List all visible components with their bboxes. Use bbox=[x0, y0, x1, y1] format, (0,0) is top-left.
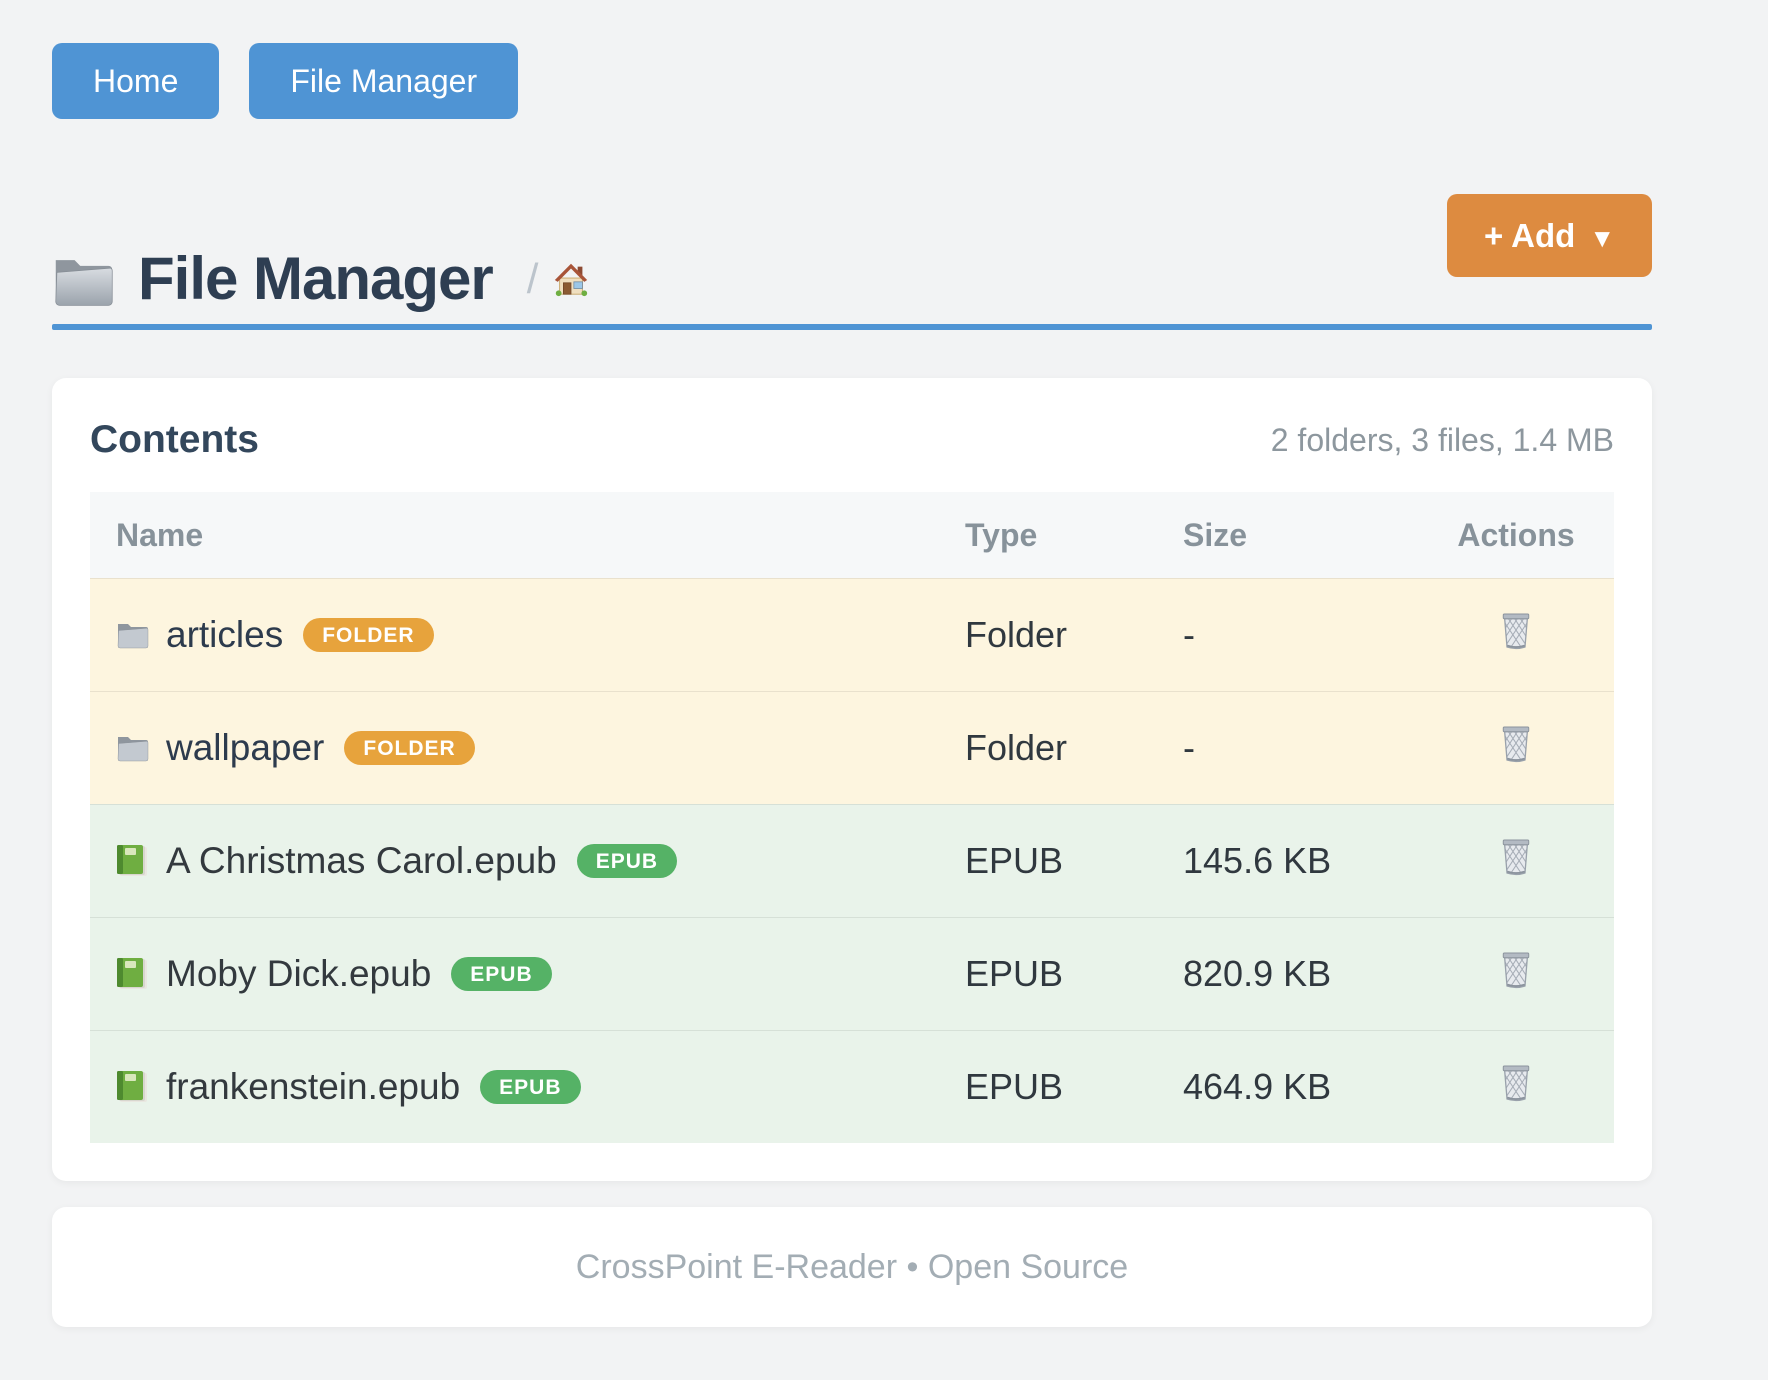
file-name[interactable]: articles bbox=[166, 614, 284, 655]
folder-icon bbox=[116, 618, 150, 652]
type-value: Folder bbox=[965, 614, 1068, 655]
page-container: Home File Manager File Manager / bbox=[52, 0, 1652, 1327]
green-book-icon bbox=[116, 957, 150, 991]
table-body: articles FOLDER Folder - bbox=[90, 578, 1614, 1143]
add-button-label: + Add bbox=[1483, 216, 1576, 254]
type-badge: FOLDER bbox=[344, 731, 475, 765]
column-header-actions: Actions bbox=[1457, 516, 1575, 553]
column-header-size: Size bbox=[1183, 516, 1248, 553]
table-row: articles FOLDER Folder - bbox=[90, 578, 1614, 691]
caret-down-icon: ▼ bbox=[1589, 222, 1616, 253]
table-header: Name Type Size Actions bbox=[90, 492, 1614, 578]
size-value: - bbox=[1183, 727, 1195, 768]
table-row: frankenstein.epub EPUB EPUB 464.9 KB bbox=[90, 1030, 1614, 1143]
type-value: EPUB bbox=[965, 953, 1064, 994]
contents-card: Contents 2 folders, 3 files, 1.4 MB Name… bbox=[52, 378, 1652, 1181]
home-button[interactable]: Home bbox=[52, 43, 220, 119]
type-badge: EPUB bbox=[451, 957, 552, 991]
breadcrumb-separator: / bbox=[526, 254, 539, 302]
file-name[interactable]: wallpaper bbox=[166, 727, 325, 768]
type-badge: EPUB bbox=[480, 1070, 581, 1104]
add-button[interactable]: + Add ▼ bbox=[1447, 194, 1652, 277]
size-value: 145.6 KB bbox=[1183, 840, 1332, 881]
top-nav: Home File Manager bbox=[52, 0, 1652, 119]
page-header: File Manager / + Add ▼ bbox=[52, 194, 1652, 313]
card-header: Contents 2 folders, 3 files, 1.4 MB bbox=[90, 418, 1614, 462]
trash-icon[interactable] bbox=[1499, 1063, 1533, 1103]
type-value: EPUB bbox=[965, 840, 1064, 881]
file-manager-button[interactable]: File Manager bbox=[249, 43, 519, 119]
column-header-name: Name bbox=[116, 516, 204, 553]
type-value: EPUB bbox=[965, 1066, 1064, 1107]
type-badge: FOLDER bbox=[303, 618, 434, 652]
trash-icon[interactable] bbox=[1499, 837, 1533, 877]
footer-text: CrossPoint E-Reader • Open Source bbox=[575, 1247, 1129, 1286]
size-value: 820.9 KB bbox=[1183, 953, 1332, 994]
page-title: File Manager bbox=[138, 245, 494, 312]
trash-icon[interactable] bbox=[1499, 950, 1533, 990]
title-group: File Manager / bbox=[52, 244, 590, 313]
trash-icon[interactable] bbox=[1499, 724, 1533, 764]
table-row: wallpaper FOLDER Folder - bbox=[90, 691, 1614, 804]
contents-summary: 2 folders, 3 files, 1.4 MB bbox=[1270, 421, 1614, 458]
type-badge: EPUB bbox=[576, 844, 678, 878]
green-book-icon bbox=[116, 1070, 150, 1104]
trash-icon[interactable] bbox=[1499, 611, 1533, 651]
file-name[interactable]: A Christmas Carol.epub bbox=[166, 840, 557, 881]
table-row: Moby Dick.epub EPUB EPUB 820.9 KB bbox=[90, 917, 1614, 1030]
header-divider bbox=[52, 324, 1652, 330]
folder-icon bbox=[116, 731, 150, 765]
size-value: 464.9 KB bbox=[1183, 1066, 1332, 1107]
footer: CrossPoint E-Reader • Open Source bbox=[52, 1207, 1652, 1327]
column-header-type: Type bbox=[965, 516, 1038, 553]
green-book-icon bbox=[116, 844, 150, 878]
house-icon[interactable] bbox=[552, 260, 590, 298]
file-name[interactable]: frankenstein.epub bbox=[166, 1066, 461, 1107]
size-value: - bbox=[1183, 614, 1195, 655]
file-name[interactable]: Moby Dick.epub bbox=[166, 953, 432, 994]
type-value: Folder bbox=[965, 727, 1068, 768]
card-title: Contents bbox=[90, 418, 259, 461]
table-row: A Christmas Carol.epub EPUB EPUB 145.6 K… bbox=[90, 804, 1614, 917]
folder-icon bbox=[52, 250, 116, 308]
